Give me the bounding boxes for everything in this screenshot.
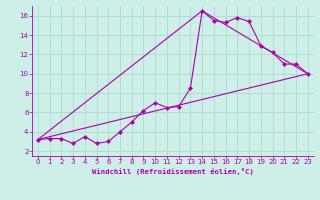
X-axis label: Windchill (Refroidissement éolien,°C): Windchill (Refroidissement éolien,°C): [92, 168, 254, 175]
